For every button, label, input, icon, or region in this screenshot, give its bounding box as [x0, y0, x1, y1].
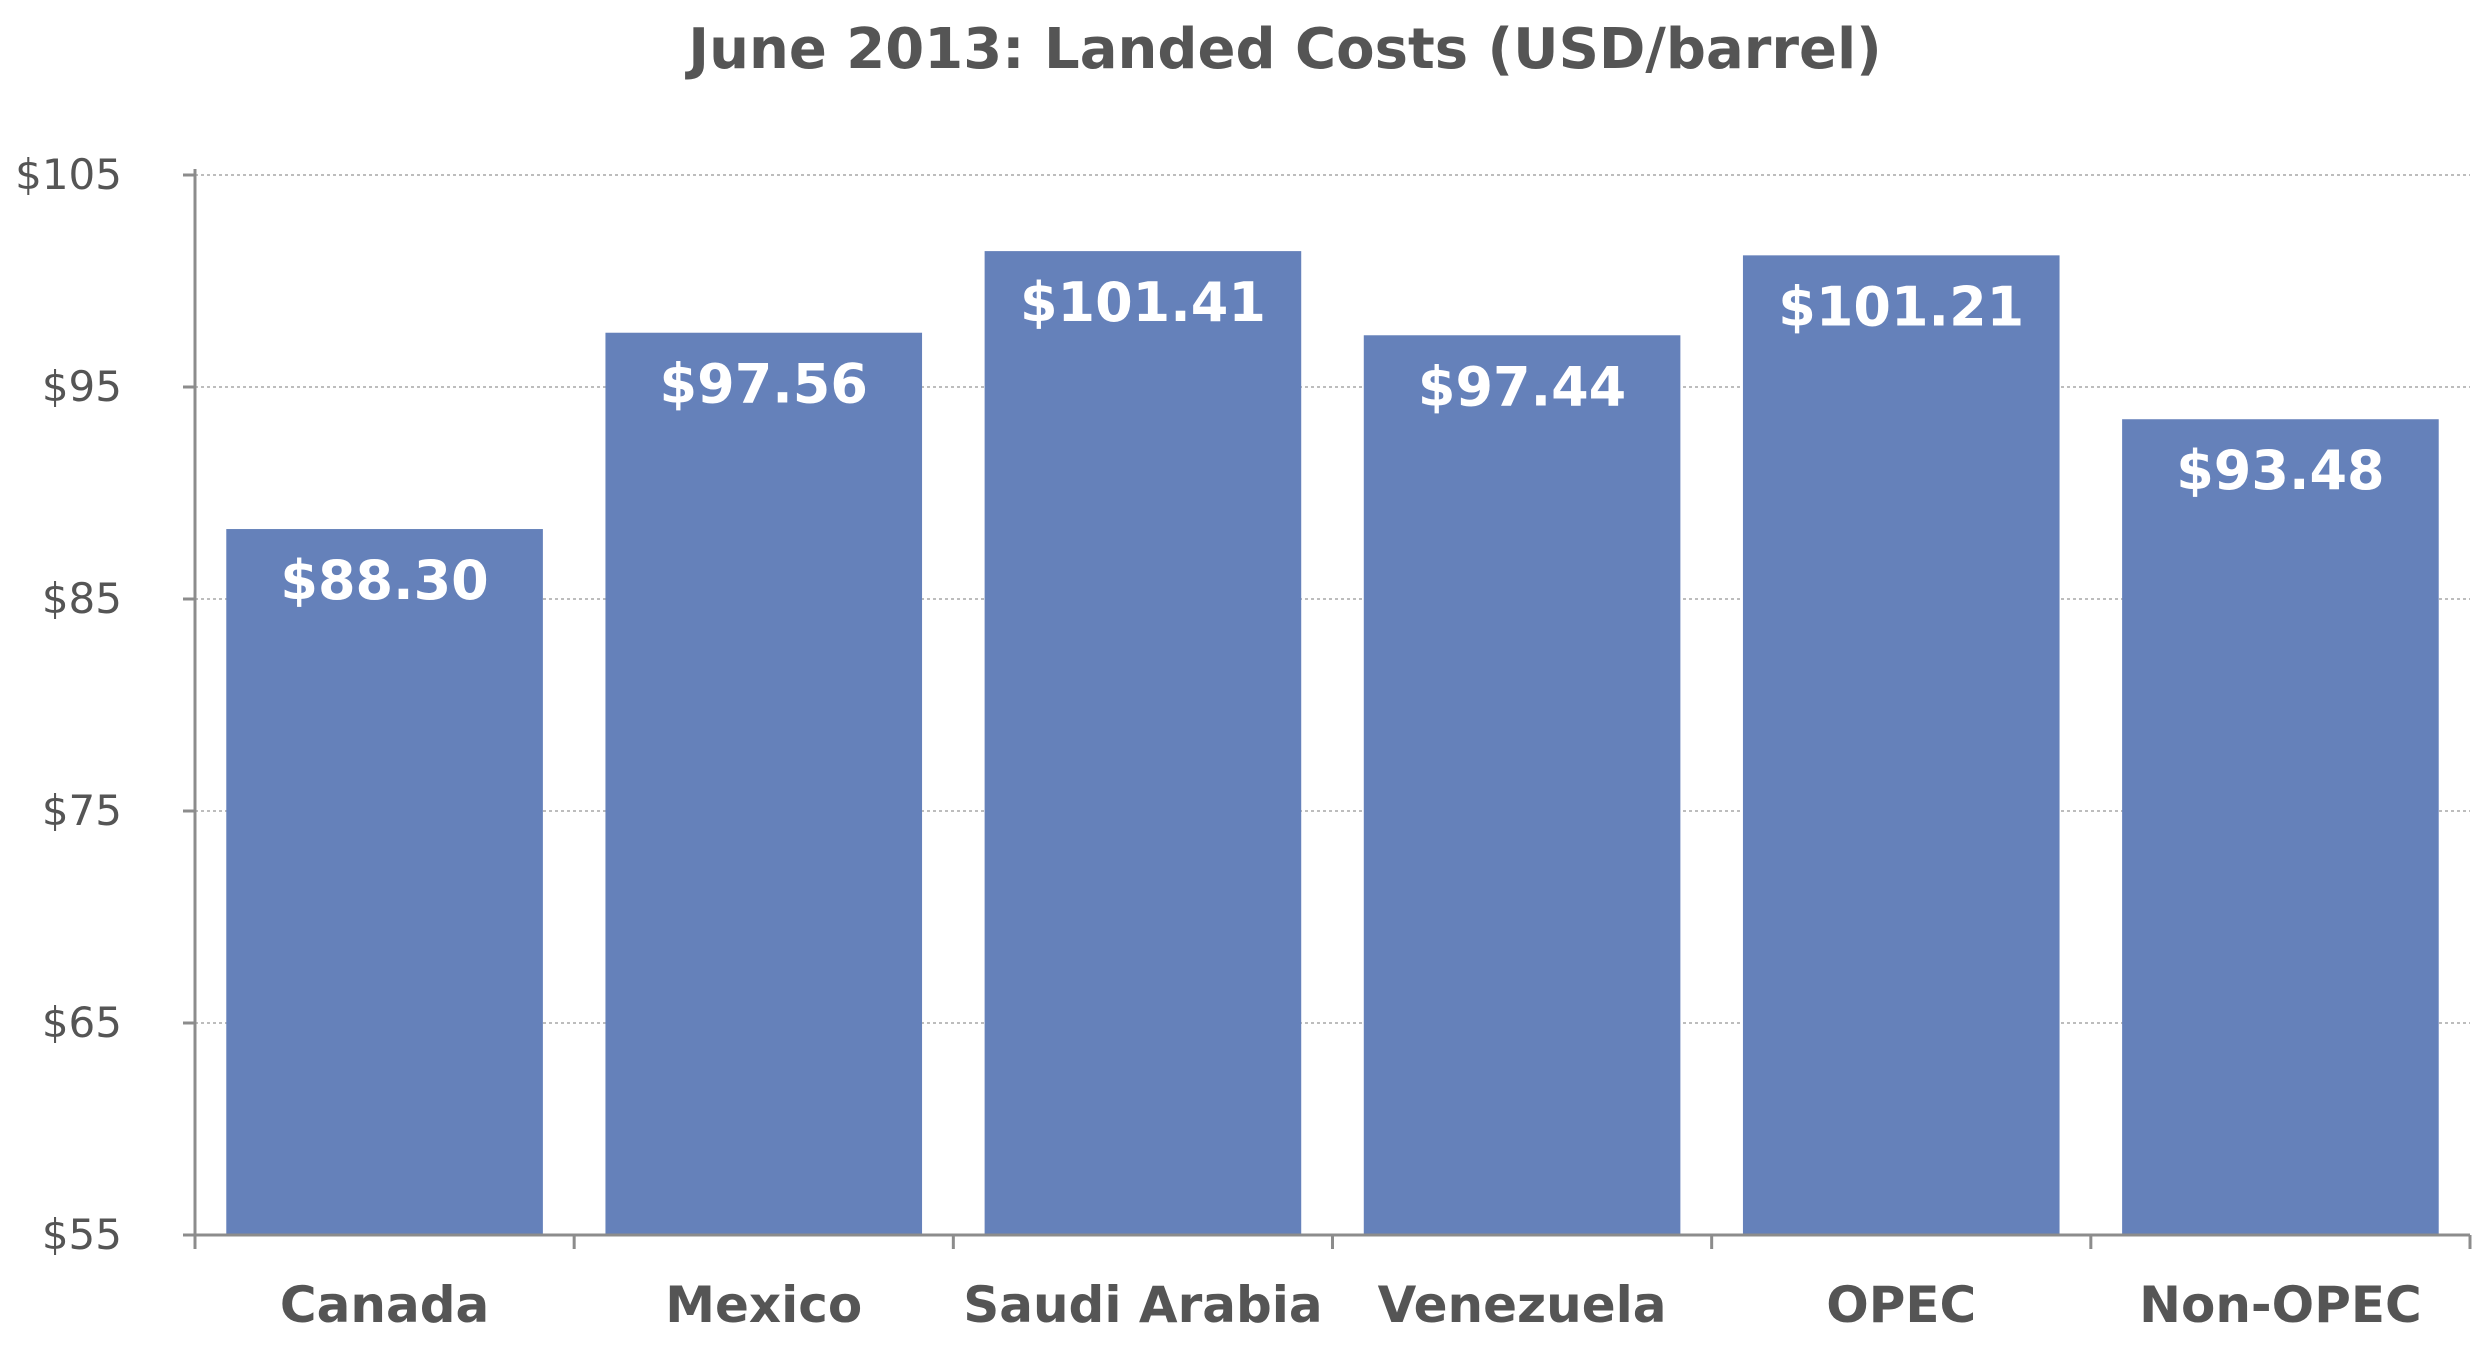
y-tick-label: $55 — [42, 1210, 122, 1259]
x-tick-label: Saudi Arabia — [963, 1276, 1322, 1334]
x-tick-label: Canada — [280, 1276, 489, 1334]
chart-title: June 2013: Landed Costs (USD/barrel) — [684, 17, 1882, 82]
y-tick-label: $85 — [42, 574, 122, 623]
x-tick-label: Mexico — [665, 1276, 862, 1334]
data-label: $101.21 — [1778, 275, 2024, 338]
x-tick-label: Venezuela — [1378, 1276, 1667, 1334]
y-tick-label: $105 — [15, 150, 122, 199]
data-label: $93.48 — [2176, 439, 2384, 502]
data-label: $88.30 — [280, 549, 488, 612]
bar — [2122, 419, 2439, 1235]
y-tick-label: $65 — [42, 998, 122, 1047]
y-tick-label: $75 — [42, 786, 122, 835]
labels: $105 $95 $85 $75 $65 $55 $88.30 Canada $97.56 Mex… — [15, 150, 2422, 1334]
data-label: $101.41 — [1020, 271, 1266, 334]
axes — [183, 169, 2472, 1249]
data-label: $97.56 — [660, 353, 868, 416]
bar — [984, 251, 1302, 1235]
x-tick-label: OPEC — [1826, 1276, 1976, 1334]
bars — [226, 251, 2439, 1236]
bar — [1742, 255, 2060, 1235]
bar — [1363, 335, 1681, 1236]
data-label: $97.44 — [1418, 355, 1626, 418]
gridlines — [195, 174, 2470, 1024]
x-tick-label: Non-OPEC — [2139, 1276, 2422, 1334]
bar — [605, 332, 923, 1235]
bar — [226, 529, 543, 1235]
y-tick-label: $95 — [42, 362, 122, 411]
